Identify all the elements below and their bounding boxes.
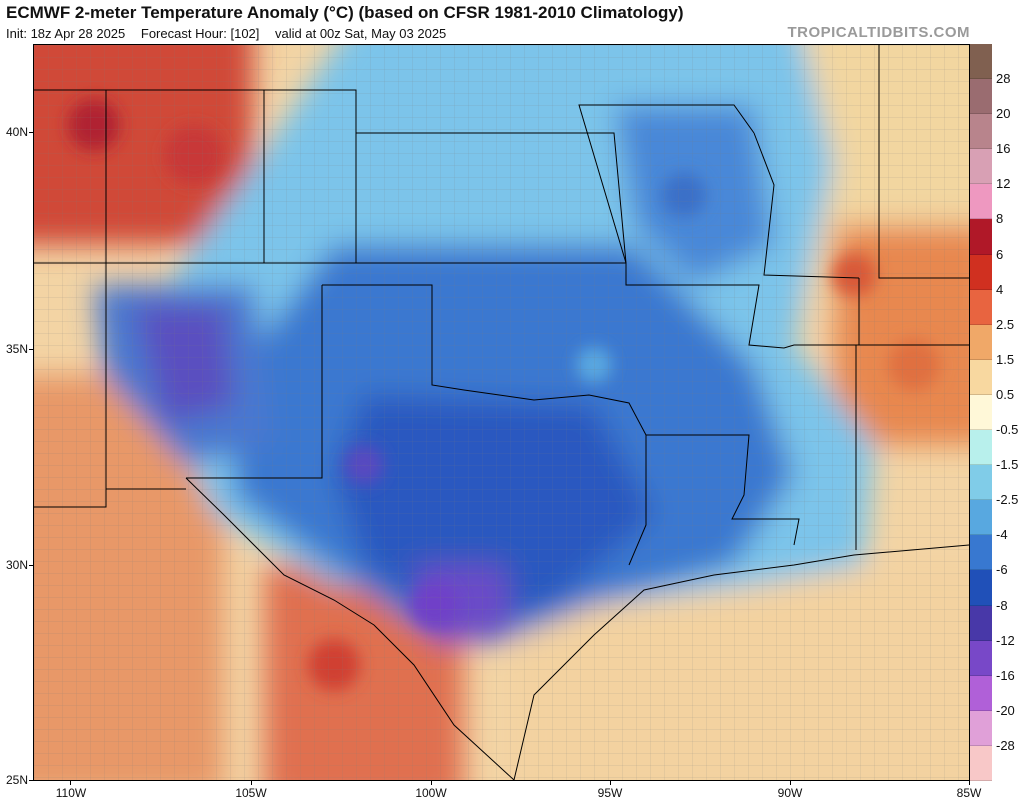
colorbar-swatch xyxy=(970,219,992,255)
colorbar-label: -1.5 xyxy=(996,457,1019,473)
colorbar-swatch xyxy=(970,500,992,536)
colorbar-label: 12 xyxy=(996,176,1011,192)
lat-label-35n: 35N xyxy=(5,342,28,356)
colorbar-swatch xyxy=(970,44,992,80)
lon-tick xyxy=(431,781,432,785)
colorbar-label: 20 xyxy=(996,106,1011,122)
colorbar-label: -28 xyxy=(996,737,1015,753)
map-canvas xyxy=(34,45,969,780)
colorbar-swatch xyxy=(970,254,992,290)
map-subtitle: Init: 18z Apr 28 2025 Forecast Hour: [10… xyxy=(6,26,458,41)
colorbar-swatch xyxy=(970,570,992,606)
colorbar-swatch xyxy=(970,745,992,781)
colorbar-label: -12 xyxy=(996,632,1015,648)
state-borders xyxy=(34,45,969,780)
lon-label-95w: 95W xyxy=(597,786,623,800)
anomaly-map[interactable] xyxy=(33,44,970,781)
lat-label-25n: 25N xyxy=(5,773,28,787)
county-lines xyxy=(34,45,969,780)
colorbar-swatch xyxy=(970,289,992,325)
colorbar: 28 20 16 12 8 6 4 2.5 1.5 0.5 -0.5 -1.5 -2.5 -4 -6 -8 -1… xyxy=(970,44,1024,781)
colorbar-label: 8 xyxy=(996,211,1004,227)
lon-label-105w: 105W xyxy=(235,786,267,800)
lat-tick xyxy=(29,780,33,781)
colorbar-label: 0.5 xyxy=(996,386,1015,402)
colorbar-label: -2.5 xyxy=(996,492,1019,508)
colorbar-label: 4 xyxy=(996,281,1004,297)
lon-label-100w: 100W xyxy=(415,786,447,800)
lon-label-85w: 85W xyxy=(956,786,982,800)
map-title: ECMWF 2-meter Temperature Anomaly (°C) (… xyxy=(6,3,684,22)
colorbar-label: 28 xyxy=(996,71,1011,87)
colorbar-swatch xyxy=(970,149,992,185)
colorbar-swatch xyxy=(970,710,992,746)
colorbar-swatch xyxy=(970,359,992,395)
valid-time: valid at 00z Sat, May 03 2025 xyxy=(275,26,447,41)
colorbar-label: -16 xyxy=(996,667,1015,683)
lon-label-110w: 110W xyxy=(55,786,87,800)
colorbar-swatch xyxy=(970,394,992,431)
colorbar-label: -6 xyxy=(996,562,1008,578)
colorbar-swatch xyxy=(970,430,992,466)
colorbar-swatch xyxy=(970,465,992,501)
colorbar-label: -0.5 xyxy=(996,422,1019,438)
colorbar-label: 16 xyxy=(996,141,1011,157)
lat-label-30n: 30N xyxy=(5,558,28,572)
lat-tick xyxy=(29,349,33,350)
colorbar-label: 6 xyxy=(996,246,1004,262)
colorbar-swatch xyxy=(970,640,992,676)
gulf-coastline xyxy=(513,544,969,780)
colorbar-label: -4 xyxy=(996,527,1008,543)
lat-label-40n: 40N xyxy=(5,125,28,139)
forecast-hour: Forecast Hour: [102] xyxy=(140,26,260,41)
lat-tick xyxy=(29,565,33,566)
colorbar-label: 2.5 xyxy=(996,316,1015,332)
colorbar-label: -20 xyxy=(996,702,1015,718)
brand-watermark: TROPICALTIDBITS.COM xyxy=(787,24,970,41)
lon-tick xyxy=(610,781,611,785)
colorbar-swatch xyxy=(970,605,992,641)
colorbar-swatch xyxy=(970,79,992,115)
colorbar-swatch xyxy=(970,184,992,220)
lon-tick xyxy=(70,781,71,785)
lon-tick xyxy=(251,781,252,785)
colorbar-label: 1.5 xyxy=(996,351,1015,367)
lon-label-90w: 90W xyxy=(777,786,803,800)
init-time: Init: 18z Apr 28 2025 xyxy=(6,26,126,41)
colorbar-swatch xyxy=(970,675,992,711)
colorbar-swatch xyxy=(970,114,992,150)
colorbar-swatch xyxy=(970,324,992,360)
lon-tick xyxy=(790,781,791,785)
lon-tick xyxy=(969,781,970,785)
lat-tick xyxy=(29,132,33,133)
colorbar-swatch xyxy=(970,535,992,571)
colorbar-label: -8 xyxy=(996,597,1008,613)
